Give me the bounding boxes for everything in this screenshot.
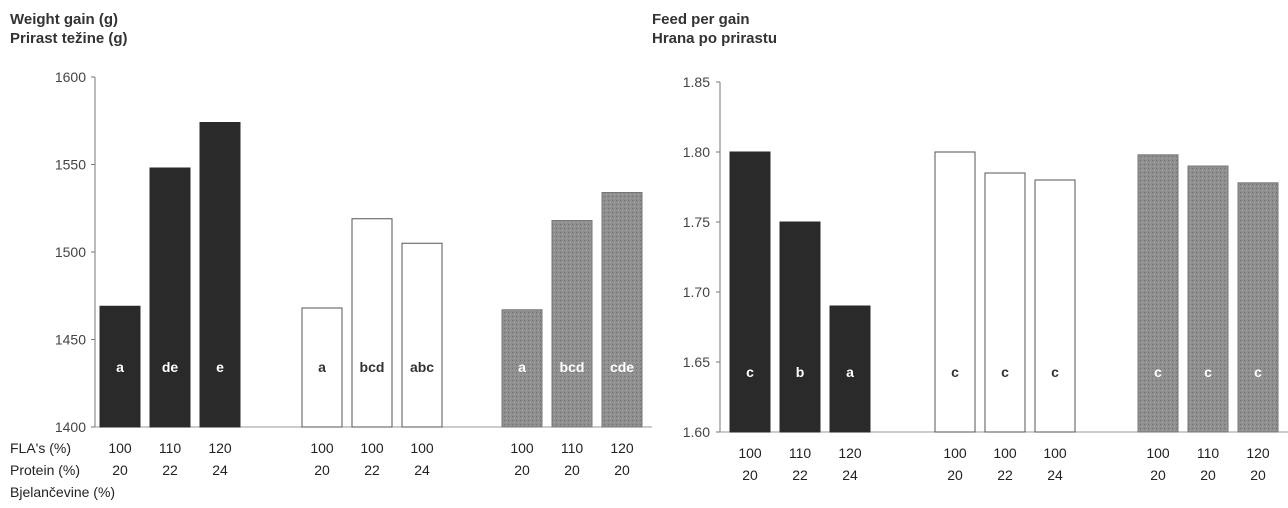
left-bar-label: cde — [610, 359, 634, 375]
left-protein-value: 22 — [162, 462, 178, 478]
right-fla-value: 100 — [943, 445, 967, 461]
left-bar — [601, 192, 643, 428]
right-bar — [1237, 182, 1279, 433]
right-fla-value: 100 — [738, 445, 762, 461]
right-bar — [779, 221, 821, 433]
right-bar-label: a — [846, 364, 854, 380]
left-y-tick-label: 1400 — [55, 419, 86, 435]
left-bar — [149, 167, 191, 428]
left-y-tick-label: 1550 — [55, 157, 86, 173]
right-bar — [1034, 179, 1076, 433]
left-protein-value: 20 — [112, 462, 128, 478]
left-protein-value: 20 — [314, 462, 330, 478]
left-fla-value: 100 — [360, 440, 384, 456]
right-protein-value: 22 — [792, 467, 808, 483]
right-bar-label: c — [1001, 364, 1009, 380]
left-fla-value: 100 — [410, 440, 434, 456]
right-chart-title: Feed per gain Hrana po prirastu — [652, 10, 777, 48]
row-label: Bjelančevine (%) — [10, 484, 115, 500]
left-fla-value: 100 — [108, 440, 132, 456]
right-title-line-1: Feed per gain — [652, 11, 750, 28]
left-protein-value: 24 — [414, 462, 430, 478]
right-y-tick-label: 1.80 — [683, 144, 710, 160]
left-protein-value: 20 — [514, 462, 530, 478]
left-fla-value: 120 — [208, 440, 232, 456]
left-bar — [301, 307, 343, 428]
left-fla-value: 110 — [561, 440, 584, 456]
right-protein-value: 20 — [1200, 467, 1216, 483]
right-y-tick-label: 1.60 — [683, 424, 710, 440]
left-bar — [351, 218, 393, 428]
row-label: FLA's (%) — [10, 440, 71, 456]
right-bar — [1137, 154, 1179, 433]
right-bar — [729, 151, 771, 433]
left-bar — [199, 122, 241, 428]
left-bar-label: a — [116, 359, 124, 375]
left-bar-label: a — [518, 359, 526, 375]
left-chart-title: Weight gain (g) Prirast težine (g) — [10, 10, 128, 48]
left-protein-value: 20 — [614, 462, 630, 478]
right-y-tick-label: 1.70 — [683, 284, 710, 300]
right-y-tick-label: 1.65 — [683, 354, 710, 370]
right-protein-value: 20 — [742, 467, 758, 483]
right-bar-label: c — [951, 364, 959, 380]
right-protein-value: 20 — [1150, 467, 1166, 483]
left-bar — [99, 305, 141, 428]
right-bar-label: c — [1051, 364, 1059, 380]
left-y-tick-label: 1600 — [55, 69, 86, 85]
left-bar-label: e — [216, 359, 224, 375]
left-bar — [551, 220, 593, 428]
right-y-tick-label: 1.75 — [683, 214, 710, 230]
left-bar-label: bcd — [560, 359, 585, 375]
left-bar-label: bcd — [360, 359, 385, 375]
right-protein-value: 22 — [997, 467, 1013, 483]
left-title-line-1: Weight gain (g) — [10, 11, 119, 28]
right-fla-value: 100 — [993, 445, 1017, 461]
left-bar-label: a — [318, 359, 326, 375]
left-y-tick-label: 1450 — [55, 332, 86, 348]
left-protein-value: 24 — [212, 462, 228, 478]
left-bar — [401, 242, 443, 428]
left-protein-value: 20 — [564, 462, 580, 478]
left-bar-label: de — [162, 359, 179, 375]
right-protein-value: 24 — [842, 467, 858, 483]
right-y-tick-label: 1.85 — [683, 74, 710, 90]
left-y-tick-label: 1500 — [55, 244, 86, 260]
left-fla-value: 120 — [610, 440, 634, 456]
right-bar-label: c — [1154, 364, 1162, 380]
right-bar — [934, 151, 976, 433]
right-fla-value: 100 — [1146, 445, 1170, 461]
left-protein-value: 22 — [364, 462, 380, 478]
right-fla-value: 120 — [1246, 445, 1270, 461]
left-fla-value: 100 — [510, 440, 534, 456]
right-bar — [1187, 165, 1229, 433]
left-bar — [501, 309, 543, 428]
right-fla-value: 120 — [838, 445, 862, 461]
right-protein-value: 20 — [947, 467, 963, 483]
right-bar — [829, 305, 871, 433]
row-label: Protein (%) — [10, 462, 80, 478]
right-bar-label: b — [796, 364, 805, 380]
right-bar-label: c — [1254, 364, 1262, 380]
right-protein-value: 24 — [1047, 467, 1063, 483]
right-protein-value: 20 — [1250, 467, 1266, 483]
left-title-line-2: Prirast težine (g) — [10, 30, 128, 47]
right-fla-value: 110 — [1197, 445, 1220, 461]
right-title-line-2: Hrana po prirastu — [652, 30, 778, 47]
right-fla-value: 100 — [1043, 445, 1067, 461]
right-bar-label: c — [1204, 364, 1212, 380]
left-bar-label: abc — [410, 359, 434, 375]
right-fla-value: 110 — [789, 445, 812, 461]
left-fla-value: 100 — [310, 440, 334, 456]
left-fla-value: 110 — [159, 440, 182, 456]
right-bar-label: c — [746, 364, 754, 380]
right-bar — [984, 172, 1026, 433]
